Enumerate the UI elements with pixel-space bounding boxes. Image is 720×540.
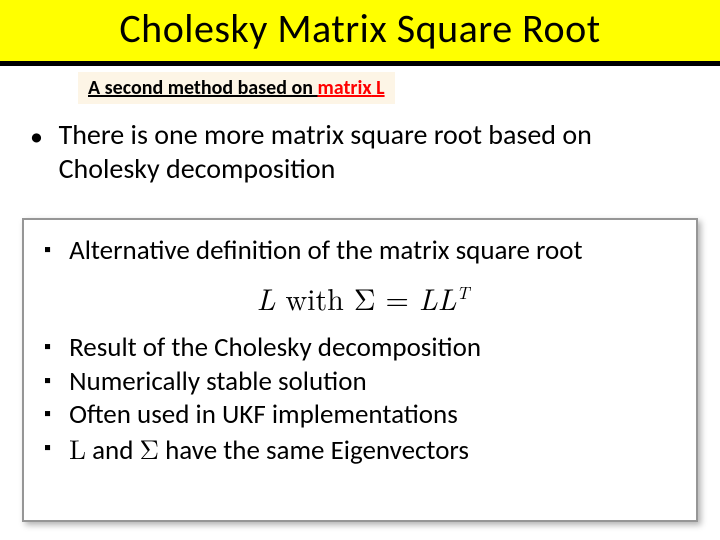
panel-item-1-text: Alternative definition of the matrix squ… — [69, 234, 582, 268]
panel-item-4-text: Often used in UKF implementations — [69, 398, 458, 432]
square-bullet-icon: ▪ — [44, 369, 51, 393]
subtitle-box: A second method based on matrix L — [78, 72, 395, 104]
title-band: Cholesky Matrix Square Root — [0, 0, 720, 66]
subtitle-text: A second method based on matrix L — [88, 76, 385, 100]
square-bullet-icon: ▪ — [44, 402, 51, 426]
formula-Sigma: Σ — [354, 276, 376, 319]
formula-LL: LL — [419, 276, 457, 319]
bullet-marker: • — [30, 120, 43, 152]
page-title: Cholesky Matrix Square Root — [0, 0, 720, 59]
formula-row: L with Σ = LLT — [44, 276, 682, 319]
square-bullet-icon: ▪ — [44, 238, 51, 262]
subtitle-L-word: L — [372, 76, 385, 100]
main-bullet-text: There is one more matrix square root bas… — [59, 118, 679, 185]
panel-item-5-Sigma: Σ — [139, 429, 159, 467]
panel-item-5-text: L and Σ have the same Eigenvectors — [69, 432, 469, 468]
square-bullet-icon: ▪ — [44, 436, 51, 460]
main-bullet-row: • There is one more matrix square root b… — [30, 118, 720, 185]
panel-item-2: ▪ Result of the Cholesky decomposition — [44, 331, 682, 365]
panel-item-2-text: Result of the Cholesky decomposition — [69, 331, 481, 365]
formula: L with Σ = LLT — [257, 276, 470, 319]
panel-item-4: ▪ Often used in UKF implementations — [44, 398, 682, 432]
formula-with: with — [275, 276, 353, 319]
formula-T: T — [456, 280, 469, 305]
panel-item-5-rest: have the same Eigenvectors — [159, 434, 469, 467]
square-bullet-icon: ▪ — [44, 335, 51, 359]
panel-item-3: ▪ Numerically stable solution — [44, 365, 682, 399]
panel-item-1: ▪ Alternative definition of the matrix s… — [44, 234, 682, 268]
panel-item-5: ▪ L and Σ have the same Eigenvectors — [44, 432, 682, 468]
panel-item-3-text: Numerically stable solution — [69, 365, 367, 399]
subtitle-matrix-word: matrix — [317, 76, 371, 100]
panel-item-5-L: L — [69, 429, 86, 467]
formula-eq: = — [375, 276, 418, 319]
subtitle-prefix: A second method based on — [88, 76, 317, 100]
formula-L: L — [257, 276, 276, 319]
panel-item-5-and: and — [86, 434, 140, 467]
content-panel: ▪ Alternative definition of the matrix s… — [22, 218, 698, 522]
